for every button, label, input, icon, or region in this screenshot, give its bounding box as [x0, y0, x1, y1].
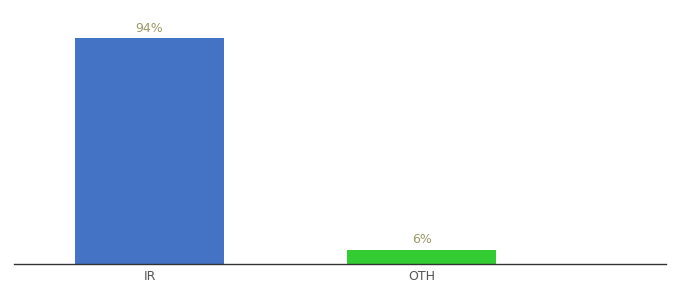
Bar	[347, 250, 496, 264]
Text: 6%: 6%	[411, 233, 432, 246]
Text: 94%: 94%	[136, 22, 163, 35]
Bar	[75, 38, 224, 264]
